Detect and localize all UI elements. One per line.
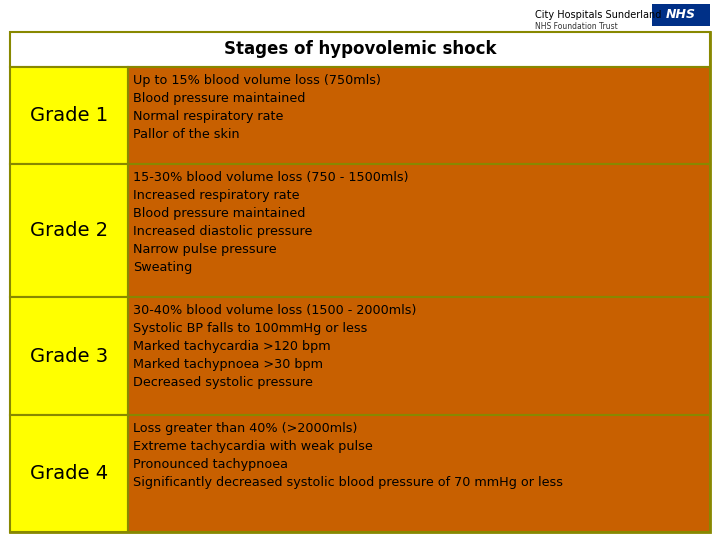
Bar	[10, 164, 128, 297]
Text: NHS Foundation Trust: NHS Foundation Trust	[535, 22, 618, 31]
Text: 30-40% blood volume loss (1500 - 2000mls)
Systolic BP falls to 100mmHg or less
M: 30-40% blood volume loss (1500 - 2000mls…	[133, 304, 416, 389]
Bar	[10, 415, 128, 532]
Text: Up to 15% blood volume loss (750mls)
Blood pressure maintained
Normal respirator: Up to 15% blood volume loss (750mls) Blo…	[133, 74, 381, 141]
Text: Grade 3: Grade 3	[30, 347, 108, 366]
Bar	[128, 164, 710, 297]
Text: Grade 1: Grade 1	[30, 106, 108, 125]
Bar	[128, 415, 710, 532]
Bar	[10, 415, 128, 532]
Bar	[128, 164, 710, 297]
Bar	[10, 67, 128, 164]
Text: Grade 4: Grade 4	[30, 464, 108, 483]
Bar	[10, 164, 128, 297]
Bar	[10, 297, 128, 415]
Text: Stages of hypovolemic shock: Stages of hypovolemic shock	[224, 40, 496, 58]
Text: City Hospitals Sunderland: City Hospitals Sunderland	[535, 10, 662, 20]
Bar	[10, 32, 710, 67]
Bar	[10, 67, 128, 164]
Text: NHS: NHS	[666, 9, 696, 22]
Bar	[10, 297, 128, 415]
Text: Loss greater than 40% (>2000mls)
Extreme tachycardia with weak pulse
Pronounced : Loss greater than 40% (>2000mls) Extreme…	[133, 422, 563, 489]
Bar	[128, 67, 710, 164]
Bar	[128, 415, 710, 532]
Bar	[128, 297, 710, 415]
Bar	[652, 4, 710, 26]
Bar	[128, 67, 710, 164]
Text: 15-30% blood volume loss (750 - 1500mls)
Increased respiratory rate
Blood pressu: 15-30% blood volume loss (750 - 1500mls)…	[133, 171, 408, 274]
Text: Grade 2: Grade 2	[30, 221, 108, 240]
Bar	[10, 32, 710, 67]
Bar	[128, 297, 710, 415]
